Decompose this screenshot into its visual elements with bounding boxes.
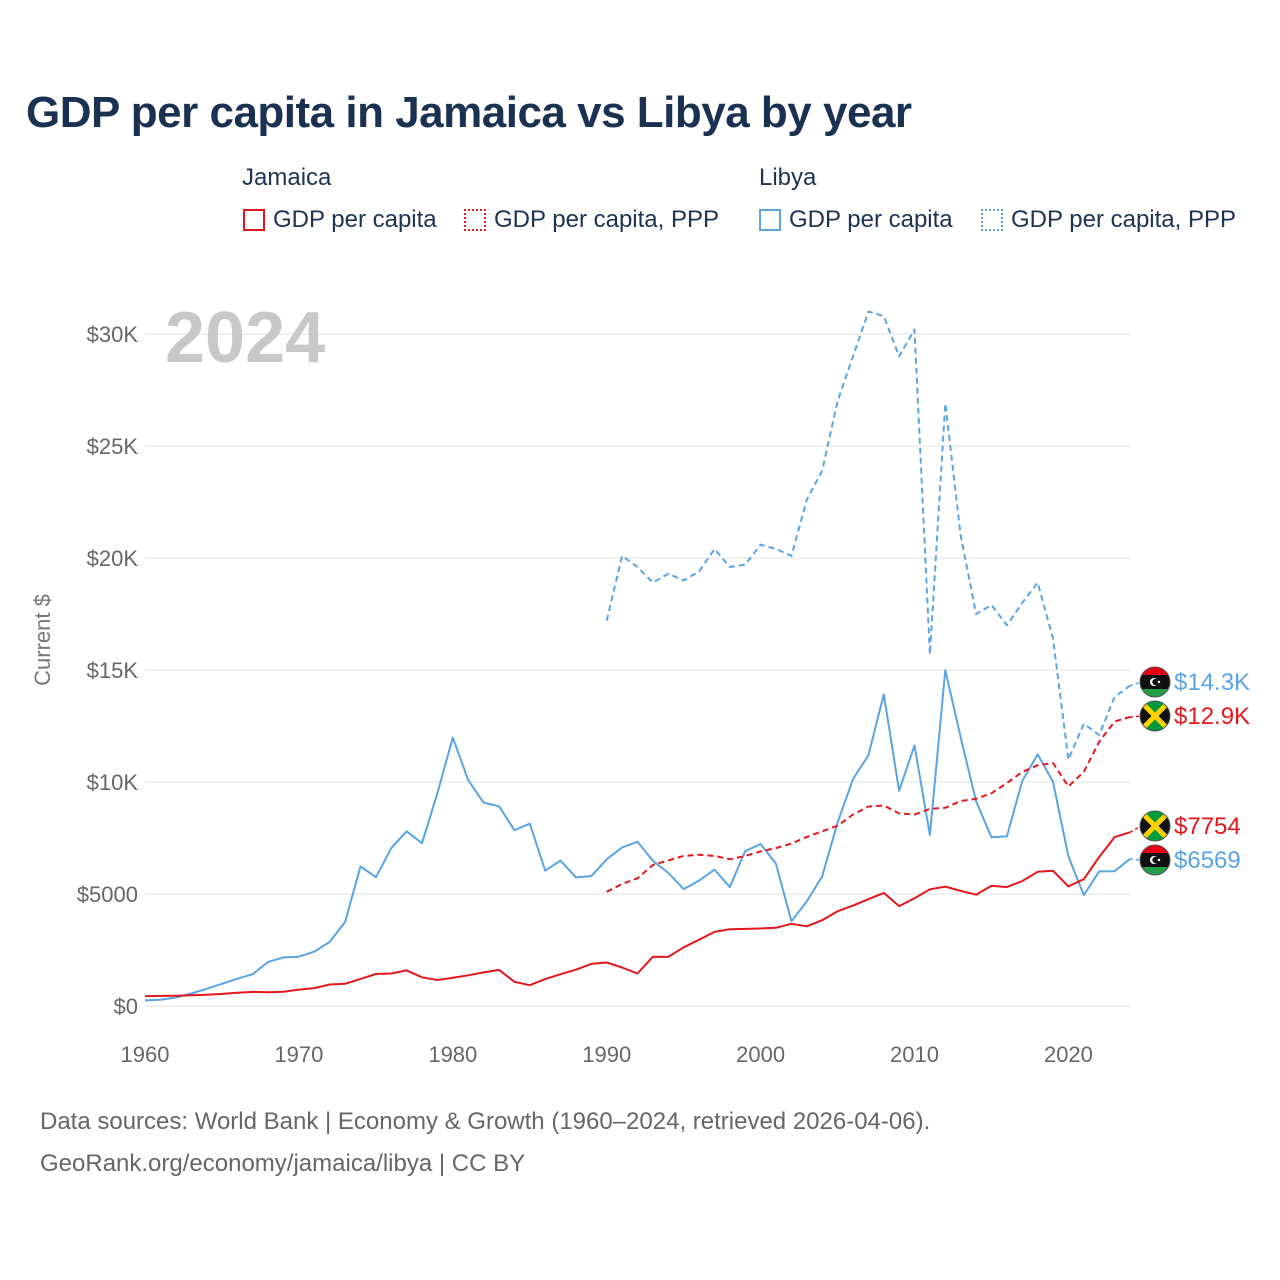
x-tick-label: 2000 bbox=[736, 1042, 785, 1067]
legend-libya-gdp[interactable]: GDP per capita bbox=[759, 204, 953, 236]
y-tick-label: $25K bbox=[87, 434, 139, 459]
end-label-libya-ppp: $14.3K bbox=[1174, 669, 1250, 696]
end-marker-jamaica-gdp: $7754 bbox=[1129, 810, 1241, 842]
y-tick-labels: $0 $5000 $10K $15K $20K $25K $30K bbox=[77, 322, 139, 1019]
y-tick-label: $0 bbox=[114, 994, 138, 1019]
x-tick-label: 2010 bbox=[890, 1042, 939, 1067]
y-tick-label: $15K bbox=[87, 658, 139, 683]
libya-flag-icon bbox=[1139, 666, 1171, 698]
y-tick-label: $20K bbox=[87, 546, 139, 571]
y-axis-label: Current $ bbox=[30, 594, 55, 686]
grid-lines bbox=[145, 333, 1130, 1007]
year-watermark: 2024 bbox=[165, 298, 325, 378]
legend-libya-label: Libya bbox=[759, 164, 817, 191]
series-line-jamaica-ppp bbox=[606, 716, 1131, 893]
legend-swatch-jamaica-ppp bbox=[464, 209, 486, 231]
y-tick-label: $10K bbox=[87, 770, 139, 795]
legend-swatch-libya-gdp bbox=[759, 209, 781, 231]
legend-jamaica-ppp-label: GDP per capita, PPP bbox=[494, 206, 719, 233]
end-label-jamaica-gdp: $7754 bbox=[1174, 813, 1241, 840]
end-markers: $14.3K $12.9K $7754 $6569 bbox=[1129, 666, 1250, 876]
series-line-jamaica-gdp bbox=[144, 831, 1131, 998]
legend-jamaica-gdp[interactable]: GDP per capita bbox=[243, 204, 437, 236]
series-line-libya-ppp bbox=[605, 310, 1131, 761]
legend-jamaica-gdp-label: GDP per capita bbox=[273, 206, 437, 233]
y-tick-label: $30K bbox=[87, 322, 139, 347]
jamaica-flag-icon bbox=[1139, 700, 1171, 732]
x-tick-label: 1990 bbox=[582, 1042, 631, 1067]
legend-libya-ppp[interactable]: GDP per capita, PPP bbox=[981, 204, 1236, 236]
footer-sources: Data sources: World Bank | Economy & Gro… bbox=[40, 1108, 931, 1135]
end-marker-jamaica-ppp: $12.9K bbox=[1129, 700, 1250, 732]
x-tick-label: 1980 bbox=[428, 1042, 477, 1067]
x-tick-labels: 1960 1970 1980 1990 2000 2010 2020 bbox=[121, 1042, 1093, 1067]
end-marker-libya-gdp: $6569 bbox=[1129, 844, 1241, 876]
y-tick-label: $5000 bbox=[77, 882, 138, 907]
end-label-libya-gdp: $6569 bbox=[1174, 847, 1241, 874]
legend-jamaica-label: Jamaica bbox=[242, 164, 332, 191]
chart-area: 2024 $0 $5000 $10K $15K $20K $25K $30K 1960 197… bbox=[30, 298, 1250, 1067]
legend-libya-ppp-label: GDP per capita, PPP bbox=[1011, 206, 1236, 233]
series-line-libya-gdp bbox=[144, 669, 1131, 1002]
legend-libya-gdp-label: GDP per capita bbox=[789, 206, 953, 233]
chart-title: GDP per capita in Jamaica vs Libya by ye… bbox=[26, 88, 912, 137]
jamaica-flag-icon bbox=[1139, 810, 1171, 842]
series-lines bbox=[144, 310, 1131, 1002]
x-tick-label: 1960 bbox=[121, 1042, 170, 1067]
legend-swatch-jamaica-gdp bbox=[243, 209, 265, 231]
legend-swatch-libya-ppp bbox=[981, 209, 1003, 231]
legend-jamaica-ppp[interactable]: GDP per capita, PPP bbox=[464, 204, 719, 236]
x-tick-label: 1970 bbox=[274, 1042, 323, 1067]
end-marker-libya-ppp: $14.3K bbox=[1129, 666, 1250, 698]
footer-attribution[interactable]: GeoRank.org/economy/jamaica/libya | CC B… bbox=[40, 1150, 526, 1177]
libya-flag-icon bbox=[1139, 844, 1171, 876]
end-label-jamaica-ppp: $12.9K bbox=[1174, 703, 1250, 730]
x-tick-label: 2020 bbox=[1044, 1042, 1093, 1067]
